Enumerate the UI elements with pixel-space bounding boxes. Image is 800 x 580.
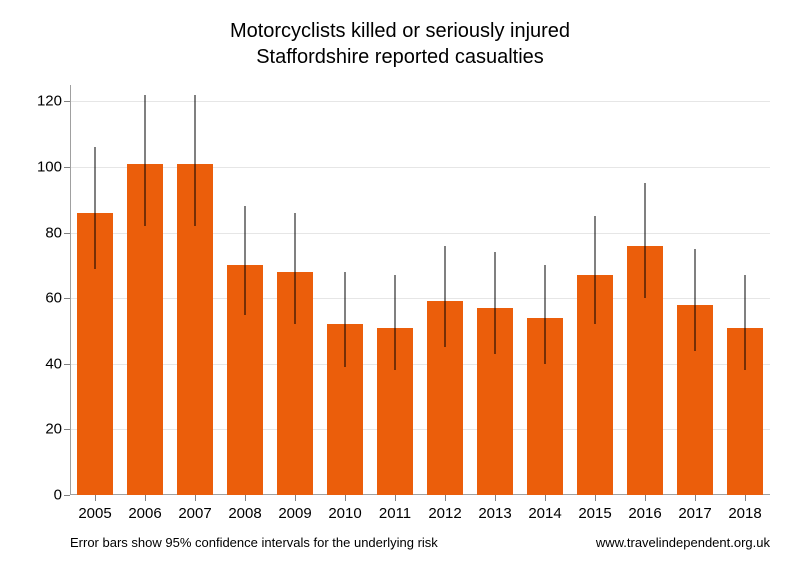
chart-container: Motorcyclists killed or seriously injure… [0,0,800,580]
error-bar [445,246,446,348]
footer-note-right: www.travelindependent.org.uk [596,535,770,550]
bar-slot: 2012 [420,85,470,495]
bar-slot: 2018 [720,85,770,495]
x-tick-label: 2015 [578,495,611,522]
footer-note-left: Error bars show 95% confidence intervals… [70,535,438,550]
bar-slot: 2014 [520,85,570,495]
bar-slot: 2009 [270,85,320,495]
error-bar [745,275,746,370]
x-tick-label: 2017 [678,495,711,522]
bar-slot: 2008 [220,85,270,495]
error-bar [95,147,96,268]
chart-title-line1: Motorcyclists killed or seriously injure… [0,20,800,43]
x-tick-label: 2008 [228,495,261,522]
x-tick-label: 2009 [278,495,311,522]
error-bar [345,272,346,367]
bar-slot: 2013 [470,85,520,495]
error-bar [245,206,246,314]
x-tick-label: 2006 [128,495,161,522]
x-tick-label: 2010 [328,495,361,522]
bar-slot: 2011 [370,85,420,495]
error-bar [595,216,596,324]
x-tick-label: 2013 [478,495,511,522]
bar-slot: 2006 [120,85,170,495]
x-tick-label: 2016 [628,495,661,522]
y-tick-mark [64,495,70,496]
error-bar [645,183,646,298]
error-bar [395,275,396,370]
bar-slot: 2010 [320,85,370,495]
x-tick-label: 2011 [379,495,411,522]
x-tick-label: 2018 [728,495,761,522]
error-bar [195,95,196,226]
error-bar [545,265,546,363]
chart-title-line2: Staffordshire reported casualties [0,46,800,69]
bar-slot: 2007 [170,85,220,495]
plot-area: 0204060801001202005200620072008200920102… [70,85,770,495]
bar-slot: 2016 [620,85,670,495]
bar-slot: 2005 [70,85,120,495]
x-tick-label: 2007 [178,495,211,522]
bars-layer: 2005200620072008200920102011201220132014… [70,85,770,495]
x-tick-label: 2014 [528,495,561,522]
bar-slot: 2015 [570,85,620,495]
error-bar [695,249,696,351]
error-bar [495,252,496,354]
x-tick-label: 2005 [78,495,111,522]
error-bar [145,95,146,226]
x-tick-label: 2012 [428,495,461,522]
error-bar [295,213,296,325]
bar-slot: 2017 [670,85,720,495]
